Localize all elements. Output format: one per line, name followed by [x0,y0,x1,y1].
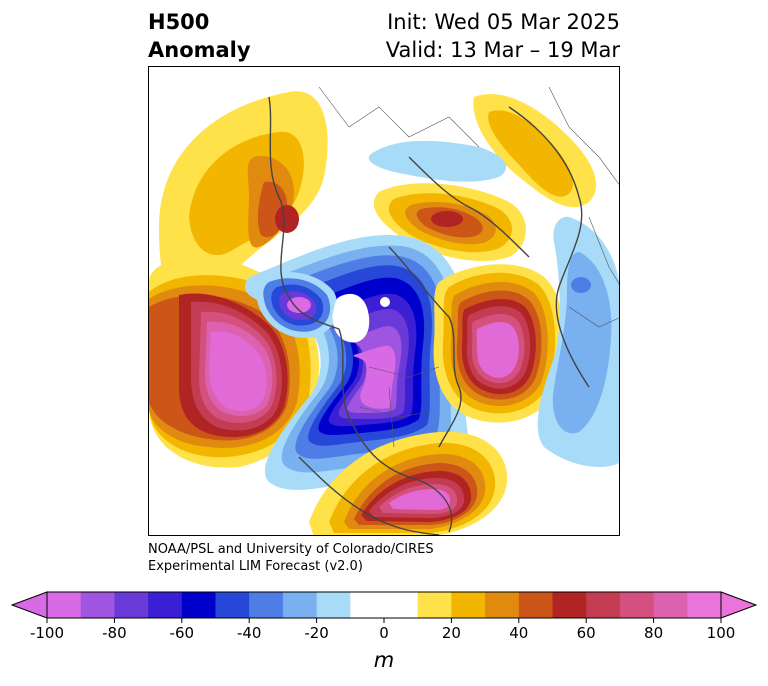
neutral-gap [332,293,370,343]
colorbar-bin-12 [485,592,520,618]
colorbar-bin-8 [316,592,351,618]
coastlines [268,96,590,535]
colorbar-bin-7 [282,592,318,618]
colorbar-bin-3 [148,592,183,618]
colorbar-tick-label-4: -20 [304,624,329,642]
ridge-east-asia [473,93,597,208]
colorbar-tick-label-3: -40 [237,624,262,642]
colorbar-tick-label-1: -80 [102,624,127,642]
colorbar-bin-0 [47,592,82,618]
colorbar-bin-17 [653,592,688,618]
colorbar-tick-label-2: -60 [170,624,195,642]
init-date: Init: Wed 05 Mar 2025 [387,10,620,34]
colorbar: -100 -80 -60 -40 -20 0 20 40 60 80 100 [10,591,758,642]
credits-line-2: Experimental LIM Forecast (v2.0) [148,559,363,574]
colorbar-bin-14 [552,592,587,618]
trough-arctic-weak [368,140,507,182]
colorbar-bin-6 [249,592,284,618]
colorbar-tick-label-5: 0 [379,624,389,642]
colorbar-under-extension [10,591,48,619]
anomaly-map [148,66,620,536]
trough-east [537,216,619,467]
credits: NOAA/PSL and University of Colorado/CIRE… [148,541,434,575]
colorbar-over-extension [720,591,758,619]
colorbar-bin-1 [80,592,115,618]
colorbar-tick-label-7: 40 [509,624,528,642]
title-variable: H500 [148,10,210,34]
colorbar-tick-label-0: -100 [30,624,64,642]
country-borders [318,86,619,448]
colorbar-bin-4 [181,592,216,618]
valid-range: Valid: 13 Mar – 19 Mar [385,38,620,62]
colorbar-bin-18 [687,592,722,618]
ridge-southeast-us [309,431,508,535]
colorbar-tick-label-9: 80 [644,624,663,642]
colorbar-bin-5 [215,592,250,618]
forecast-dates: Init: Wed 05 Mar 2025 Valid: 13 Mar – 19… [386,8,620,64]
colorbar-bin-9 [350,592,419,618]
neutral-gap-small [380,297,390,307]
colorbar-tick-label-6: 20 [442,624,461,642]
ridge-northwest [159,91,328,301]
ridge-arctic [373,183,526,262]
map-title: H500 Anomaly [148,8,251,64]
trough-bering [255,272,338,338]
ridge-atlantic [433,264,565,423]
anomaly-map-svg [149,86,619,535]
colorbar-bin-2 [114,592,149,618]
colorbar-bin-16 [619,592,655,618]
colorbar-tick-label-8: 60 [577,624,596,642]
colorbar-unit-label: m [373,648,395,672]
title-type: Anomaly [148,38,251,62]
credits-line-1: NOAA/PSL and University of Colorado/CIRE… [148,542,434,557]
colorbar-bin-11 [451,592,486,618]
colorbar-bin-15 [586,592,621,618]
colorbar-tick-label-10: 100 [707,624,736,642]
colorbar-bin-10 [417,592,452,618]
colorbar-bin-13 [518,592,553,618]
